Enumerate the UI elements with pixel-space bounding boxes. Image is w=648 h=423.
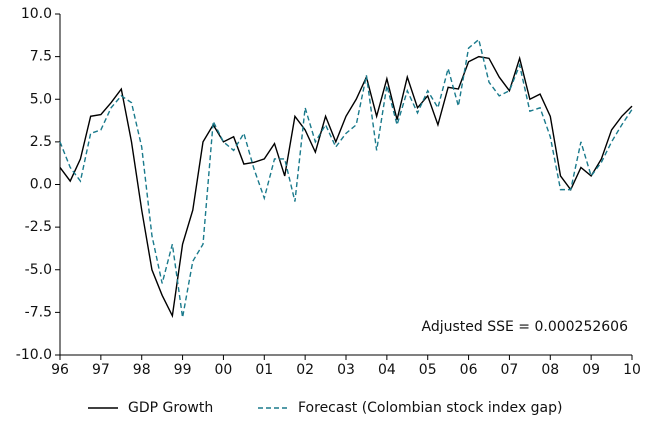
y-tick-label: 5.0 [30, 91, 52, 107]
legend-label: GDP Growth [128, 400, 213, 416]
x-tick-label: 04 [378, 362, 396, 378]
x-tick-label: 05 [419, 362, 437, 378]
annotation: Adjusted SSE = 0.000252606 [422, 319, 629, 335]
x-tick-label: 09 [582, 362, 600, 378]
legend-label: Forecast (Colombian stock index gap) [298, 400, 562, 416]
series-line [59, 38, 633, 318]
x-tick-label: 10 [623, 362, 641, 378]
x-tick-label: 99 [174, 362, 192, 378]
y-tick-label: -7.5 [25, 304, 52, 320]
y-tick-label: -5.0 [25, 262, 52, 278]
y-tick-label: 7.5 [30, 49, 52, 65]
x-tick-label: 98 [133, 362, 151, 378]
y-tick-label: 2.5 [30, 134, 52, 150]
x-tick-label: 08 [541, 362, 559, 378]
x-tick-label: 02 [296, 362, 314, 378]
x-tick-label: 01 [255, 362, 273, 378]
x-tick-label: 06 [460, 362, 478, 378]
y-tick-label: 0.0 [30, 177, 52, 193]
x-tick-label: 03 [337, 362, 355, 378]
y-tick-label: -2.5 [25, 219, 52, 235]
y-tick-label: -10.0 [16, 347, 52, 363]
y-tick-label: 10.0 [21, 6, 52, 22]
series-line [59, 55, 633, 319]
x-tick-label: 96 [51, 362, 69, 378]
x-tick-label: 97 [92, 362, 110, 378]
x-tick-label: 07 [501, 362, 519, 378]
x-tick-label: 00 [215, 362, 233, 378]
